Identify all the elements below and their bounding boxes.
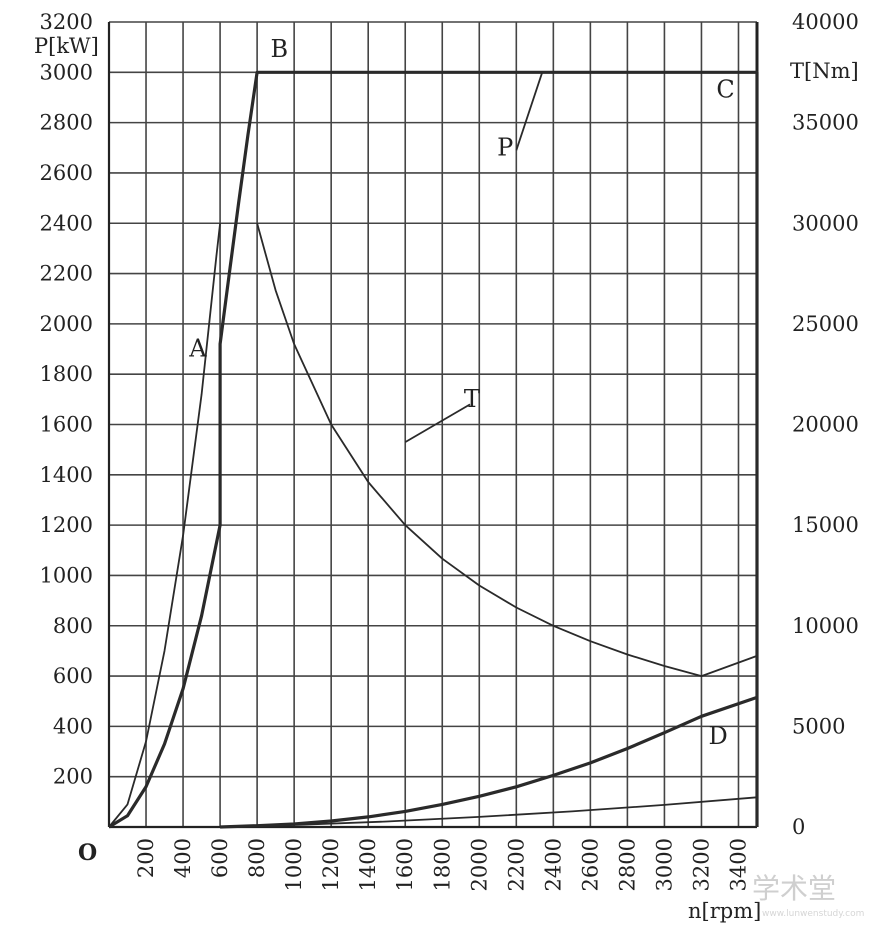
grid-lines bbox=[109, 21, 757, 827]
y-right-tick-label: 10000 bbox=[792, 614, 859, 638]
y-left-tick-label: 2400 bbox=[40, 211, 93, 235]
y-left-tick-label: 1800 bbox=[40, 362, 93, 386]
series-layer bbox=[108, 70, 759, 829]
series-line-5 bbox=[220, 796, 758, 828]
x-tick-label: 2400 bbox=[541, 838, 565, 891]
tick-labels: 2004006008001000120014001600180020002200… bbox=[40, 10, 859, 891]
watermark-glyphs: 学术堂 bbox=[752, 872, 836, 905]
y-left-tick-label: 1200 bbox=[40, 513, 93, 537]
y-left-tick-label: 400 bbox=[53, 714, 93, 738]
x-tick-label: 2600 bbox=[578, 838, 602, 891]
y-left-tick-label: 1000 bbox=[40, 563, 93, 587]
y-right-tick-label: 15000 bbox=[792, 513, 859, 537]
y-right-tick-label: 40000 bbox=[792, 10, 859, 34]
origin-label: O bbox=[78, 840, 97, 866]
y-left-tick-label: 2200 bbox=[40, 262, 93, 286]
y-left-tick-label: 2800 bbox=[40, 111, 93, 135]
x-tick-label: 3200 bbox=[689, 838, 713, 891]
y-left-tick-label: 200 bbox=[53, 765, 93, 789]
y-right-axis-label: T[Nm] bbox=[790, 59, 859, 83]
series-line-1 bbox=[108, 70, 759, 829]
series-line-2 bbox=[108, 223, 221, 828]
y-right-tick-label: 0 bbox=[792, 815, 805, 839]
x-tick-label: 1800 bbox=[430, 838, 454, 891]
x-tick-label: 3000 bbox=[652, 838, 676, 891]
x-tick-label: 2800 bbox=[615, 838, 639, 891]
y-right-tick-label: 20000 bbox=[792, 413, 859, 437]
annotation-c: C bbox=[716, 75, 734, 103]
y-left-tick-label: 2600 bbox=[40, 161, 93, 185]
point-annotations: A B C D P T bbox=[188, 35, 735, 750]
x-tick-label: 2200 bbox=[504, 838, 528, 891]
y-left-tick-label: 3000 bbox=[40, 60, 93, 84]
y-right-tick-label: 5000 bbox=[792, 714, 845, 738]
x-tick-label: 1600 bbox=[393, 838, 417, 891]
y-left-axis-label: P[kW] bbox=[34, 34, 99, 58]
annotation-leaders bbox=[404, 72, 544, 443]
leader-line bbox=[404, 403, 471, 443]
y-left-tick-label: 1600 bbox=[40, 413, 93, 437]
x-tick-label: 1000 bbox=[282, 838, 306, 891]
x-tick-label: 1400 bbox=[356, 838, 380, 891]
x-tick-label: 400 bbox=[171, 838, 195, 878]
y-left-tick-label: 2000 bbox=[40, 312, 93, 336]
y-left-tick-label: 800 bbox=[53, 614, 93, 638]
x-tick-label: 3400 bbox=[726, 838, 750, 891]
y-right-tick-label: 30000 bbox=[792, 211, 859, 235]
x-tick-label: 800 bbox=[245, 838, 269, 878]
y-right-tick-label: 35000 bbox=[792, 111, 859, 135]
annotation-a: A bbox=[188, 335, 207, 363]
leader-line bbox=[515, 72, 544, 151]
y-left-tick-label: 600 bbox=[53, 664, 93, 688]
y-right-tick-label: 25000 bbox=[792, 312, 859, 336]
annotation-d: D bbox=[708, 722, 727, 750]
x-axis-label: n[rpm] bbox=[688, 899, 761, 923]
y-left-tick-label: 1400 bbox=[40, 463, 93, 487]
annotation-t: T bbox=[464, 385, 480, 413]
x-tick-label: 1200 bbox=[319, 838, 343, 891]
series-line-4 bbox=[220, 695, 758, 829]
x-tick-label: 600 bbox=[208, 838, 232, 878]
series-line-3 bbox=[256, 223, 758, 677]
x-tick-label: 200 bbox=[134, 838, 158, 878]
annotation-b: B bbox=[271, 35, 289, 63]
watermark-url: www.lunwenstudy.com bbox=[762, 909, 864, 919]
x-tick-label: 2000 bbox=[467, 838, 491, 891]
annotation-p: P bbox=[497, 133, 513, 161]
y-left-tick-label: 3200 bbox=[40, 10, 93, 34]
